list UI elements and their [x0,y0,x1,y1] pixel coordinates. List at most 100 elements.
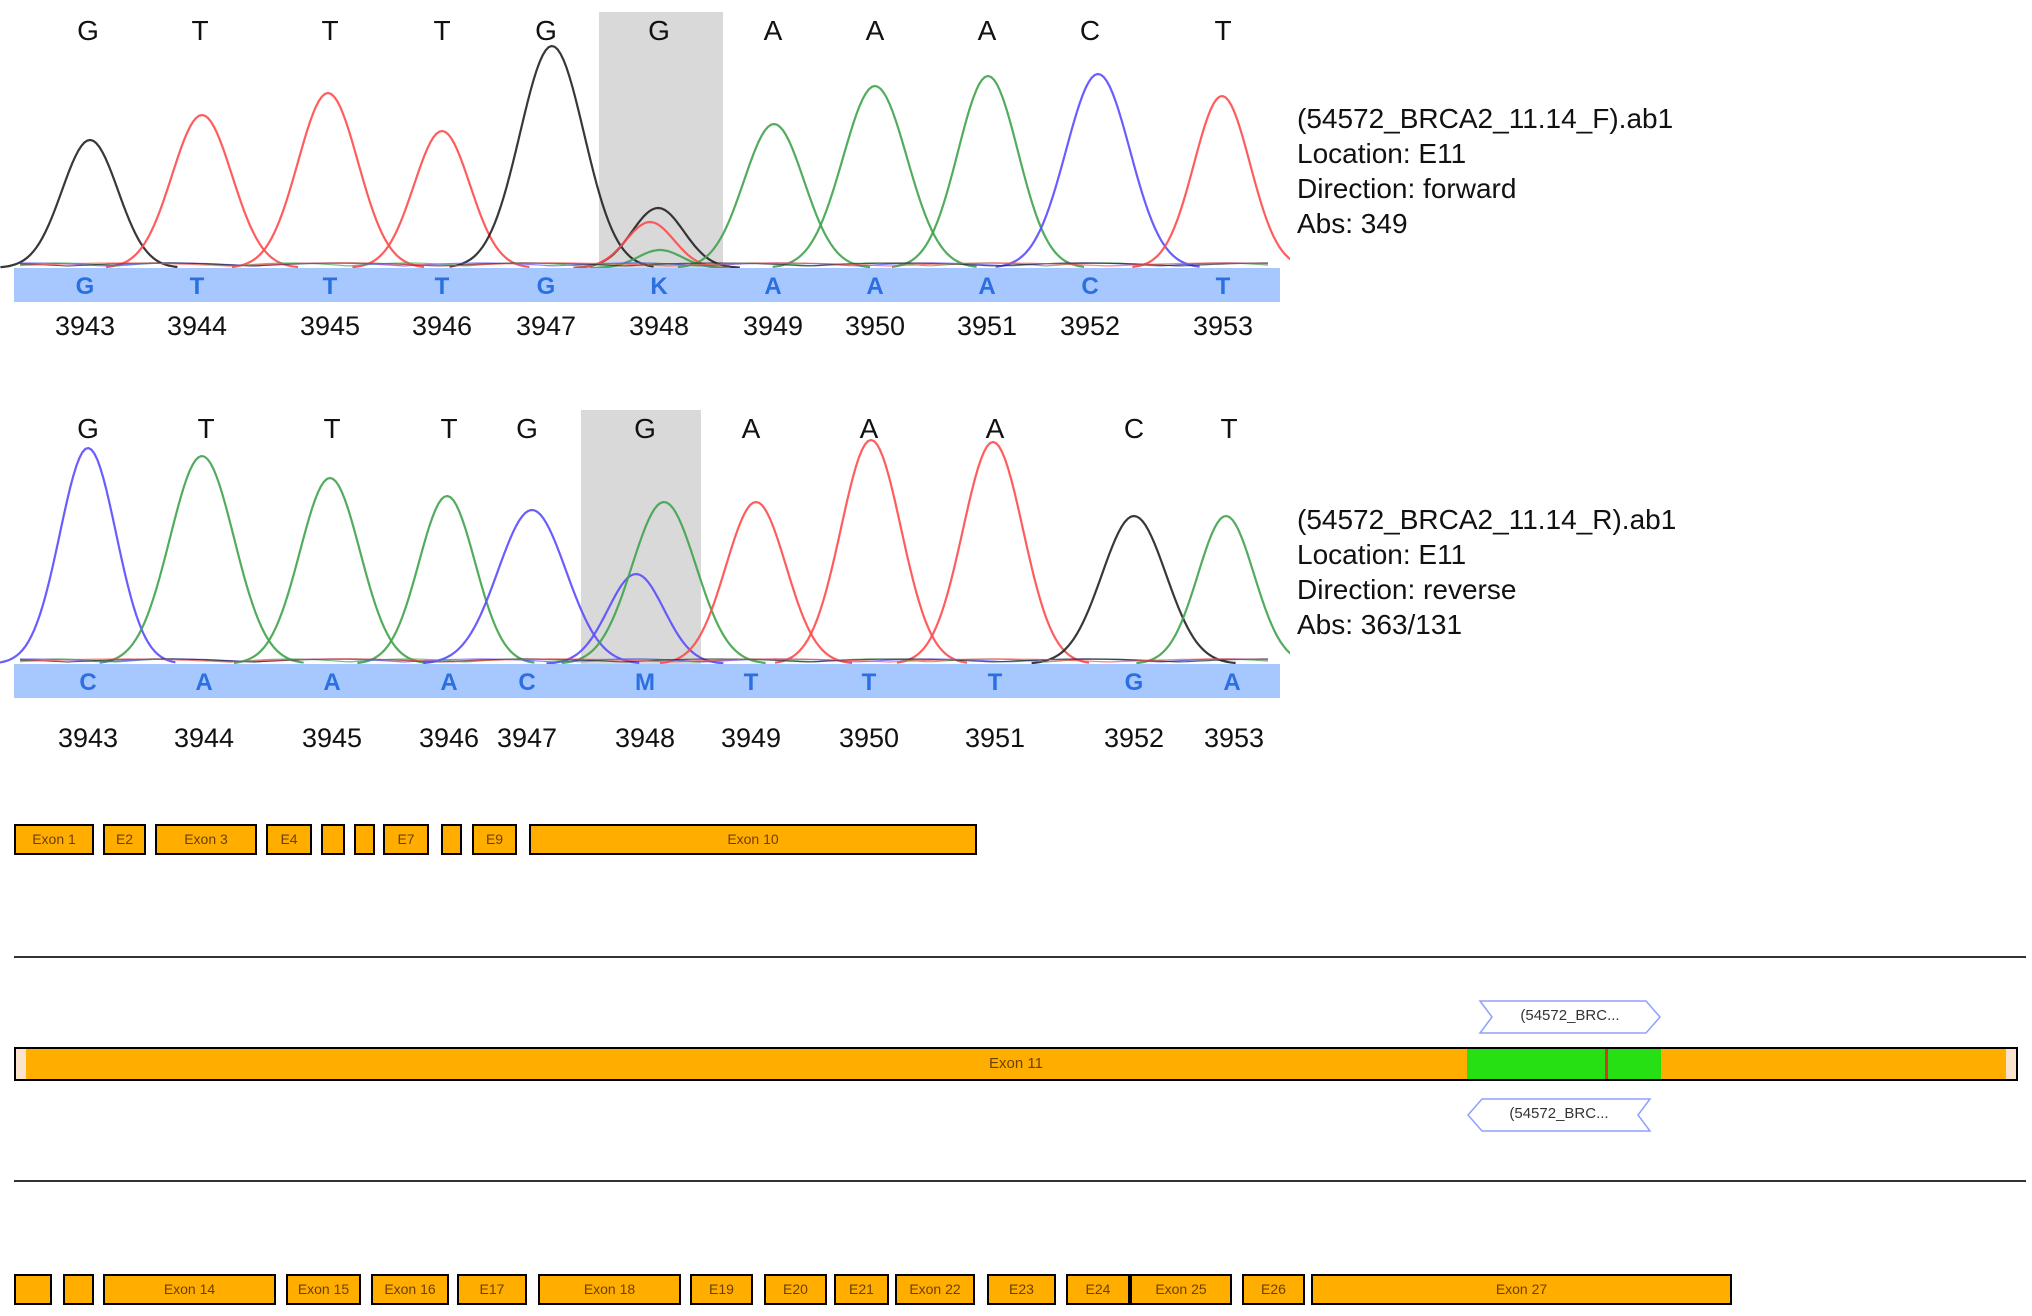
reverse-traces [0,438,1290,665]
exon-top-8[interactable]: E9 [472,824,517,855]
forward-file-name: (54572_BRCA2_11.14_F).ab1 [1297,103,1674,134]
forward-called-base-9: C [1081,273,1098,300]
forward-position-4: 3947 [516,311,576,341]
trace-peak-2 [233,476,427,664]
reverse-ref-base-5: G [634,413,656,444]
amplicon-region[interactable] [1467,1049,1661,1079]
reverse-read-tag[interactable]: (54572_BRC... [1466,1097,1652,1133]
exon-bottom-6[interactable]: Exon 18 [538,1274,681,1305]
reverse-position-4: 3947 [497,723,557,753]
trace-peak-7 [659,500,853,665]
reverse-called-base-8: T [988,669,1003,696]
reverse-ref-base-10: T [1220,413,1237,444]
exon-bottom-4[interactable]: Exon 16 [371,1274,449,1305]
forward-position-3: 3946 [412,311,472,341]
forward-ref-base-7: A [866,15,885,46]
exon-top-4[interactable] [321,824,345,855]
trace-peak-10 [1031,514,1236,665]
trace-peak-1 [105,113,299,269]
reverse-abs: Abs: 363/131 [1297,609,1463,640]
reverse-chromatogram: G T T T G G A A A C T C A A A C M T T T G A 3943 3944 3945 3946… [0,410,1290,753]
exon-bottom-1[interactable] [63,1274,94,1305]
forward-traces [0,44,1290,269]
forward-ref-base-9: C [1080,15,1100,46]
forward-called-base-5: K [650,273,668,300]
exon-bottom-14[interactable]: E26 [1242,1274,1305,1305]
exon-11-end-cap [2006,1049,2016,1079]
exon-bottom-13[interactable]: Exon 25 [1130,1274,1232,1305]
forward-highlight [599,12,723,272]
exon-11-bar[interactable]: Exon 11 [14,1047,2018,1081]
reverse-ref-base-9: C [1124,413,1144,444]
reverse-called-base-10: A [1223,669,1240,696]
forward-called-base-0: G [76,273,95,300]
exon-bottom-10[interactable]: Exon 22 [895,1274,975,1305]
exon-bottom-3[interactable]: Exon 15 [286,1274,361,1305]
reverse-position-0: 3943 [58,723,118,753]
forward-direction: Direction: forward [1297,173,1517,204]
reverse-ref-base-0: G [77,413,99,444]
reverse-file-name: (54572_BRCA2_11.14_R).ab1 [1297,504,1677,535]
forward-ref-base-4: G [535,15,557,46]
forward-ref-base-0: G [77,15,99,46]
exon-bottom-12[interactable]: E24 [1066,1274,1130,1305]
forward-ref-base-10: T [1214,15,1231,46]
reverse-called-base-1: A [195,669,212,696]
exon-top-1[interactable]: E2 [103,824,146,855]
forward-position-9: 3952 [1060,311,1120,341]
exon-11-start-cap [16,1049,26,1079]
exon-bottom-9[interactable]: E21 [834,1274,889,1305]
reverse-ref-base-2: T [323,413,340,444]
exon-top-3[interactable]: E4 [266,824,312,855]
forward-called-base-1: T [190,273,205,300]
exon-bottom-7[interactable]: E19 [690,1274,753,1305]
baseline-noise-T [19,262,1269,267]
forward-ref-base-6: A [764,15,783,46]
reverse-read-arrow-icon [1467,1098,1652,1132]
reverse-read-label: (54572_BRC... [1509,1105,1609,1122]
exon-top-0[interactable]: Exon 1 [14,824,94,855]
trace-peak-10 [891,74,1085,268]
exon-top-7[interactable] [441,824,462,855]
forward-position-1: 3944 [167,311,227,341]
reverse-called-base-4: C [518,669,535,696]
forward-trace-panel: G T T T G G A A A C T G T T T G K A A A C T 3943 3944 3945 3946… [0,0,1290,360]
reverse-called-base-6: T [744,669,759,696]
reverse-ref-base-7: A [860,413,879,444]
forward-read-tag[interactable]: (54572_BRC... [1478,999,1662,1035]
forward-read-label: (54572_BRC... [1520,1007,1620,1024]
exon-bottom-0[interactable] [14,1274,52,1305]
exon-top-9[interactable]: Exon 10 [529,824,977,855]
reverse-position-7: 3950 [839,723,899,753]
trace-peak-1 [99,454,304,664]
trace-peak-11 [1136,514,1290,665]
trace-peak-5 [546,572,724,665]
mutation-marker[interactable] [1605,1049,1608,1079]
exon-bottom-15[interactable]: Exon 27 [1311,1274,1732,1305]
exon-bottom-5[interactable]: E17 [457,1274,527,1305]
trace-peak-9 [896,440,1090,664]
forward-position-5: 3948 [629,311,689,341]
reverse-positions: 3943 3944 3945 3946 3947 3948 3949 3950 3951 3952… [58,723,1264,753]
exon-top-6[interactable]: E7 [383,824,429,855]
trace-peak-8 [677,122,871,269]
exon-bottom-2[interactable]: Exon 14 [103,1274,276,1305]
reverse-position-2: 3945 [302,723,362,753]
exon-bottom-8[interactable]: E20 [764,1274,827,1305]
forward-ref-base-8: A [978,15,997,46]
reverse-trace-panel: G T T T G G A A A C T C A A A C M T T T G A 3943 3944 3945 3946… [0,398,1290,768]
reverse-base-bar [14,664,1280,698]
reverse-called-base-2: A [323,669,340,696]
reverse-position-9: 3952 [1104,723,1164,753]
reverse-called-base-3: A [440,669,457,696]
exon-top-2[interactable]: Exon 3 [155,824,257,855]
trace-peak-0 [0,446,176,664]
forward-position-0: 3943 [55,311,115,341]
exon-top-5[interactable] [354,824,375,855]
exon-bottom-11[interactable]: E23 [987,1274,1056,1305]
reverse-position-8: 3951 [965,723,1025,753]
reverse-ref-base-4: G [516,413,538,444]
reverse-direction: Direction: reverse [1297,574,1517,605]
